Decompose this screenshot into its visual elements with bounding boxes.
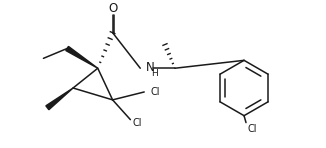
Polygon shape [66, 46, 98, 68]
Text: Cl: Cl [248, 124, 258, 133]
Text: N: N [146, 61, 155, 74]
Text: O: O [108, 2, 117, 15]
Text: Cl: Cl [150, 87, 160, 97]
Text: Cl: Cl [132, 118, 142, 128]
Text: H: H [151, 69, 158, 78]
Polygon shape [46, 88, 73, 110]
